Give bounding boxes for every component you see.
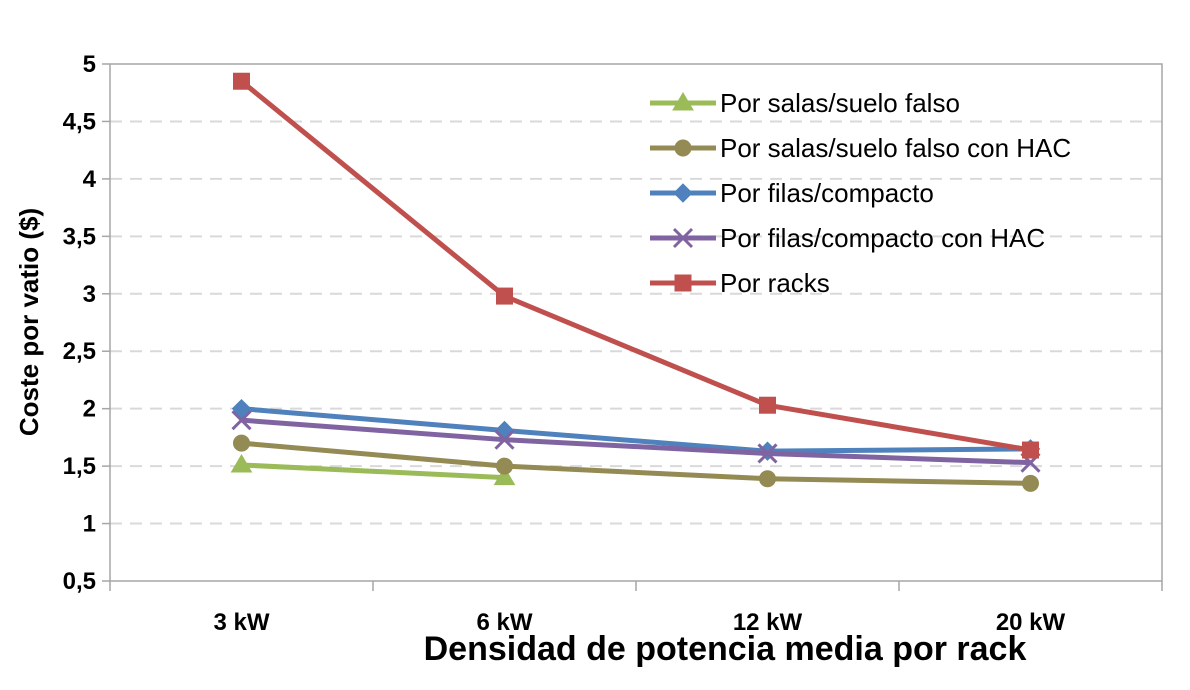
data-point [759, 396, 776, 414]
legend-marker [672, 227, 694, 249]
legend-entry: Por salas/suelo falso con HAC [650, 133, 1071, 163]
data-point [233, 434, 250, 452]
legend-marker [674, 139, 692, 157]
series-por-filas-compacto-con-hac [231, 410, 1041, 473]
series-line [241, 440, 1031, 486]
data-point [496, 457, 513, 475]
legend-marker-stroke [672, 227, 694, 249]
y-tick-label: 4,5 [63, 108, 96, 135]
data-point-stroke [231, 410, 252, 431]
y-tick-label: 1 [83, 511, 96, 538]
series-line [239, 79, 1031, 453]
series-line [241, 462, 505, 481]
series-line [241, 406, 1031, 454]
x-tick-label: 6 kW [476, 609, 532, 636]
legend-marker [672, 92, 694, 111]
axes: 0,5 1 1,5 2 2,5 3 3,5 4 4,5 5 3 kW 6 kW 12 kW 20 kW [63, 51, 1163, 636]
legend-entry: Por salas/suelo falso [650, 88, 960, 118]
data-point [494, 429, 515, 450]
legend-label: Por filas/compacto con HAC [720, 223, 1045, 253]
legend-label: Por filas/compacto [720, 178, 934, 208]
legend: Por salas/suelo falso Por salas/suelo fal… [650, 88, 1071, 298]
data-point-stroke [757, 443, 778, 464]
data-point [493, 466, 516, 486]
x-tick-label: 3 kW [213, 609, 269, 636]
data-point [757, 443, 778, 464]
data-point [496, 287, 513, 305]
series-group [230, 72, 1041, 492]
y-tick-label: 4 [83, 166, 97, 193]
data-point [231, 410, 252, 431]
legend-entry: Por racks [650, 268, 830, 298]
data-point [233, 72, 250, 90]
series-por-racks [233, 72, 1039, 459]
x-tick-label: 20 kW [996, 609, 1066, 636]
y-tick-label: 2,5 [63, 338, 96, 365]
series-por-salas-suelo-falso [230, 453, 516, 486]
data-point [231, 398, 252, 419]
data-point [1022, 441, 1039, 459]
y-tick-label: 3,5 [63, 223, 96, 250]
y-tick-label: 1,5 [63, 453, 96, 480]
x-axis-title: Densidad de potencia media por rack [424, 630, 1027, 668]
data-point [1022, 474, 1039, 492]
legend-entry: Por filas/compacto con HAC [650, 223, 1045, 253]
series-por-salas-suelo-falso-con-hac [233, 434, 1039, 492]
legend-marker [674, 274, 692, 292]
data-point [230, 453, 253, 473]
legend-label: Por salas/suelo falso con HAC [720, 133, 1071, 163]
y-tick-label: 0,5 [63, 568, 96, 595]
legend-label: Por salas/suelo falso [720, 88, 960, 118]
legend-label: Por racks [720, 268, 830, 298]
legend-entry: Por filas/compacto [650, 178, 934, 208]
legend-marker [673, 183, 693, 203]
y-axis-title: Coste por vatio ($) [14, 208, 44, 436]
y-tick-label: 3 [83, 281, 96, 308]
y-tick-label: 5 [83, 51, 96, 78]
x-tick-label: 12 kW [733, 609, 803, 636]
series-line [241, 417, 1031, 466]
data-point [759, 470, 776, 488]
y-tick-label: 2 [83, 396, 96, 423]
data-point-stroke [494, 429, 515, 450]
